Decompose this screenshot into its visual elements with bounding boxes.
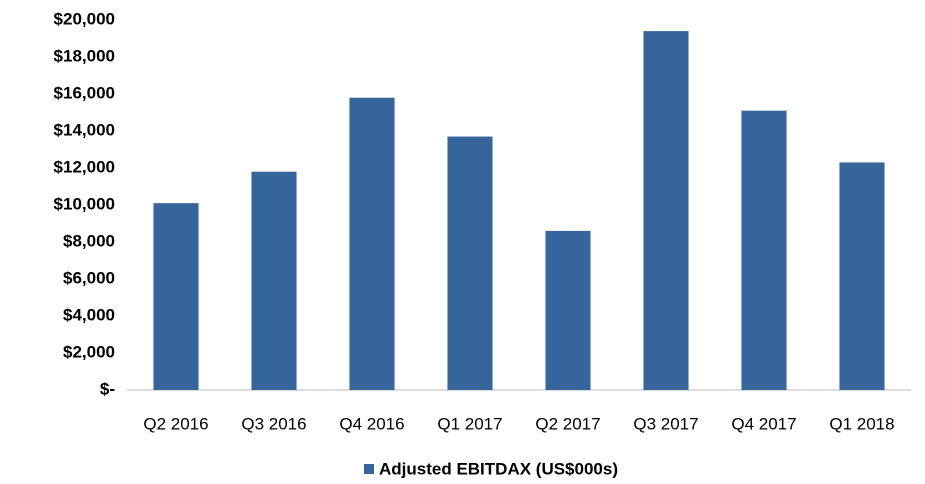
bar	[251, 171, 297, 390]
bar	[741, 110, 787, 391]
legend-label: Adjusted EBITDAX (US$000s)	[379, 459, 618, 478]
bar	[349, 97, 395, 390]
y-tick-label: $6,000	[63, 268, 115, 287]
y-tick-label: $8,000	[63, 231, 115, 250]
bar	[153, 203, 199, 390]
y-tick-label: $16,000	[54, 83, 115, 102]
bar	[839, 162, 885, 390]
y-tick-label: $-	[100, 379, 115, 398]
bar	[643, 31, 689, 390]
y-tick-label: $4,000	[63, 305, 115, 324]
x-tick-label: Q4 2017	[731, 414, 796, 433]
y-tick-label: $2,000	[63, 342, 115, 361]
x-tick-label: Q2 2017	[535, 414, 600, 433]
y-tick-label: $18,000	[54, 46, 115, 65]
bar	[447, 136, 493, 390]
x-tick-label: Q3 2017	[633, 414, 698, 433]
y-tick-label: $10,000	[54, 194, 115, 213]
x-tick-label: Q1 2018	[829, 414, 894, 433]
x-tick-label: Q4 2016	[339, 414, 404, 433]
x-tick-label: Q2 2016	[143, 414, 208, 433]
x-tick-label: Q3 2016	[241, 414, 306, 433]
x-tick-label: Q1 2017	[437, 414, 502, 433]
bar	[545, 230, 591, 390]
legend-marker	[364, 464, 374, 474]
y-tick-label: $20,000	[54, 9, 115, 28]
y-tick-label: $12,000	[54, 157, 115, 176]
y-tick-label: $14,000	[54, 120, 115, 139]
